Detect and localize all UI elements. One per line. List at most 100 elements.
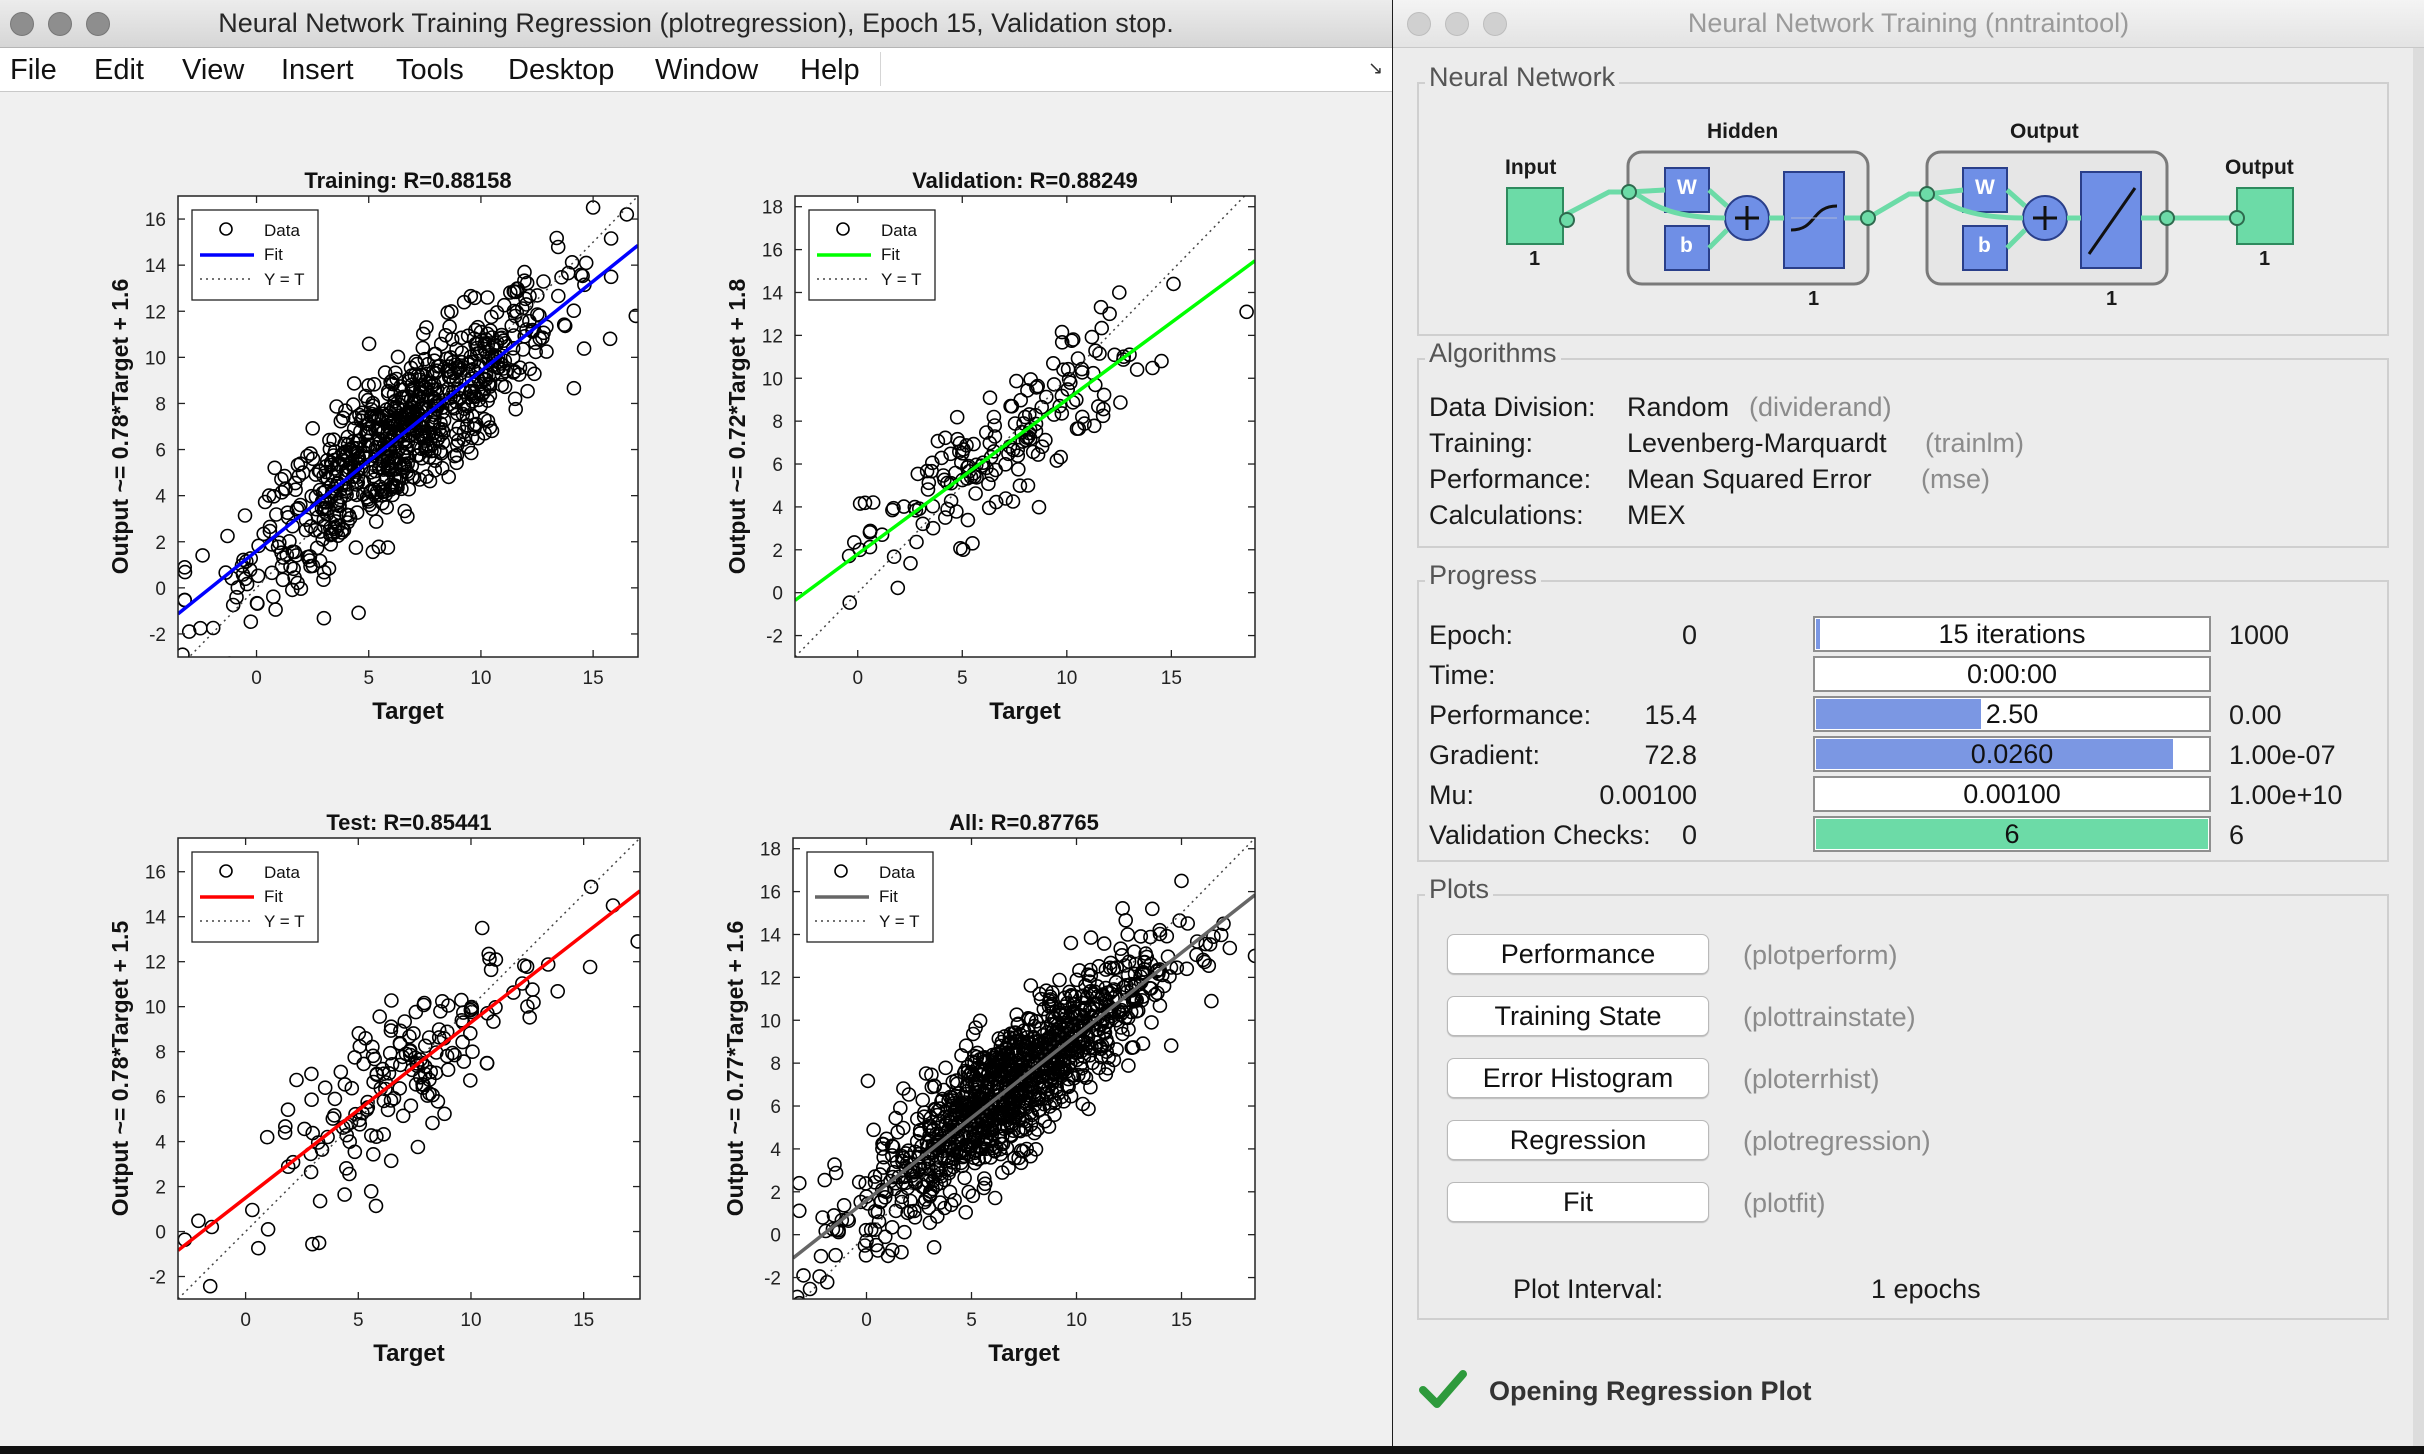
output-weight-label: W bbox=[1975, 176, 1995, 199]
data-point bbox=[1061, 1079, 1076, 1095]
data-point bbox=[1052, 1006, 1068, 1021]
performance-plot-button[interactable]: Performance bbox=[1447, 934, 1709, 974]
data-point bbox=[1069, 972, 1085, 988]
data-point bbox=[284, 582, 300, 598]
data-point bbox=[243, 551, 258, 566]
data-point bbox=[943, 446, 958, 462]
menu-window[interactable]: Window bbox=[655, 54, 759, 86]
data-point bbox=[1150, 962, 1165, 978]
data-point bbox=[191, 1213, 206, 1229]
data-point bbox=[1136, 964, 1151, 980]
data-point bbox=[813, 1248, 829, 1264]
data-point bbox=[940, 501, 955, 517]
data-point bbox=[1091, 1060, 1107, 1076]
data-point bbox=[877, 1190, 893, 1205]
data-point bbox=[342, 510, 358, 526]
data-point bbox=[793, 1295, 806, 1299]
data-point bbox=[1145, 360, 1160, 376]
dock-arrow-icon[interactable]: ↘ bbox=[1368, 58, 1384, 78]
zoom-button[interactable] bbox=[1483, 12, 1507, 36]
x-tick-label: 5 bbox=[353, 1310, 364, 1331]
data-point bbox=[443, 304, 459, 319]
data-point bbox=[505, 350, 521, 365]
progress-bar-text: 15 iterations bbox=[1938, 619, 2086, 649]
data-point bbox=[1000, 1120, 1016, 1136]
data-point bbox=[316, 572, 331, 588]
data-point bbox=[1054, 335, 1070, 350]
data-point bbox=[938, 1060, 953, 1076]
x-tick-label: 10 bbox=[1056, 668, 1077, 689]
zoom-button[interactable] bbox=[86, 12, 110, 36]
x-axis-label: Target bbox=[372, 698, 444, 725]
data-point bbox=[960, 512, 976, 528]
minimize-button[interactable] bbox=[1445, 12, 1469, 36]
data-point bbox=[1115, 900, 1130, 916]
data-point bbox=[317, 1080, 333, 1096]
data-point bbox=[315, 532, 331, 547]
progress-end: 1.00e+10 bbox=[2229, 780, 2343, 810]
plot-inner bbox=[178, 838, 640, 1299]
menu-view[interactable]: View bbox=[182, 54, 245, 86]
close-button[interactable] bbox=[10, 12, 34, 36]
data-point bbox=[428, 346, 443, 362]
legend-data-marker bbox=[219, 864, 233, 878]
data-point bbox=[1023, 978, 1039, 993]
menu-insert[interactable]: Insert bbox=[281, 54, 354, 86]
data-point bbox=[358, 446, 374, 462]
legend-data-marker bbox=[834, 864, 848, 878]
data-point bbox=[796, 1268, 811, 1283]
data-point bbox=[1031, 499, 1047, 515]
menu-file[interactable]: File bbox=[10, 54, 57, 86]
data-point bbox=[367, 1051, 383, 1067]
data-point bbox=[877, 1229, 893, 1245]
regression-plot-button[interactable]: Regression bbox=[1447, 1120, 1709, 1160]
data-point bbox=[305, 1125, 321, 1141]
x-tick-label: 5 bbox=[966, 1310, 977, 1331]
data-point bbox=[305, 1236, 320, 1252]
hidden-label: Hidden bbox=[1707, 120, 1779, 143]
data-point bbox=[454, 992, 469, 1008]
fit-plot-button[interactable]: Fit bbox=[1447, 1182, 1709, 1222]
error-histogram-plot-button[interactable]: Error Histogram bbox=[1447, 1058, 1709, 1098]
data-point bbox=[1090, 989, 1105, 1004]
algo-label-calculations: Calculations: bbox=[1429, 500, 1584, 530]
close-button[interactable] bbox=[1407, 12, 1431, 36]
data-point bbox=[901, 1087, 917, 1102]
data-point bbox=[304, 1092, 319, 1108]
y-tick-label: 2 bbox=[770, 1183, 781, 1204]
legend-data-label: Data bbox=[264, 863, 300, 882]
data-point bbox=[464, 383, 479, 399]
data-point bbox=[1019, 1035, 1035, 1051]
data-point bbox=[293, 497, 308, 513]
data-point bbox=[630, 934, 640, 949]
data-point bbox=[289, 1072, 304, 1088]
progress-start: 15.4 bbox=[1644, 700, 1697, 730]
x-tick-label: 0 bbox=[861, 1310, 872, 1331]
training-state-plot-button[interactable]: Training State bbox=[1447, 996, 1709, 1036]
data-point bbox=[983, 1133, 998, 1149]
data-point bbox=[958, 1205, 974, 1220]
data-point bbox=[976, 1171, 992, 1186]
data-point bbox=[539, 344, 554, 359]
minimize-button[interactable] bbox=[48, 12, 72, 36]
data-point bbox=[1004, 1102, 1020, 1118]
data-point bbox=[1118, 977, 1134, 993]
data-point bbox=[996, 1098, 1012, 1114]
legend-identity-label: Y = T bbox=[264, 270, 304, 289]
data-point bbox=[477, 425, 492, 441]
progress-start: 0 bbox=[1681, 620, 1697, 650]
progress-bar: 0.0260 bbox=[1813, 736, 2211, 772]
data-point bbox=[260, 1222, 276, 1237]
menu-desktop[interactable]: Desktop bbox=[508, 54, 615, 86]
x-tick-label: 15 bbox=[1161, 668, 1182, 689]
menu-edit[interactable]: Edit bbox=[94, 54, 144, 86]
data-point bbox=[1059, 1033, 1075, 1049]
nntraintool-window: Neural Network Training (nntraintool) bbox=[1393, 0, 2424, 1448]
data-point bbox=[280, 1102, 296, 1118]
menu-help[interactable]: Help bbox=[800, 54, 860, 86]
y-tick-label: 4 bbox=[770, 1140, 781, 1161]
menu-tools[interactable]: Tools bbox=[396, 54, 464, 86]
data-point bbox=[1046, 355, 1061, 371]
data-point bbox=[456, 432, 472, 447]
data-point bbox=[483, 962, 499, 978]
